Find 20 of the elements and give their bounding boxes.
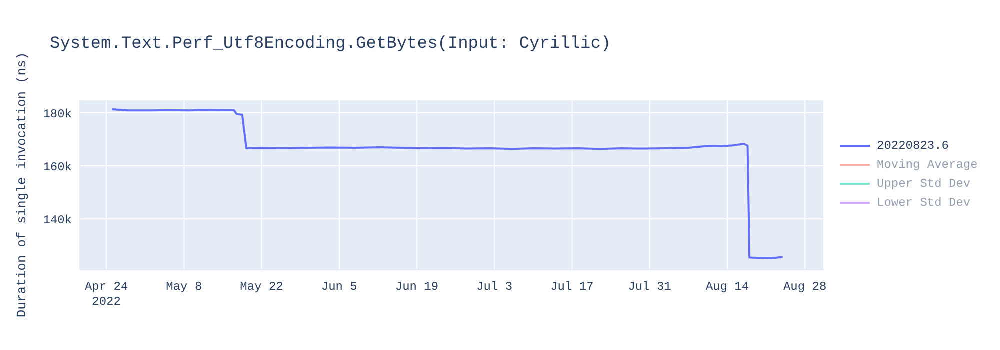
x-tick-label: Aug 14: [706, 280, 750, 294]
x-tick-label: Apr 24 2022: [84, 280, 128, 309]
line-series: [111, 108, 784, 260]
legend-label: 20220823.6: [877, 138, 950, 152]
chart-title: System.Text.Perf_Utf8Encoding.GetBytes(Input: Cyrillic): [50, 35, 612, 54]
x-tick-label: Jun 19: [395, 280, 439, 294]
legend-label: Lower Std Dev: [877, 196, 971, 210]
x-tick-label: Jul 31: [628, 280, 672, 294]
x-tick-label: Jun 5: [321, 280, 358, 294]
x-tick-label: Jul 3: [476, 280, 513, 294]
x-tick-label: Aug 28: [783, 280, 827, 294]
x-tick-label: May 22: [240, 280, 284, 294]
y-tick-label: 140k: [43, 213, 72, 228]
y-axis-title: Duration of single invocation (ns): [14, 52, 30, 318]
x-tick-label: May 8: [166, 280, 202, 294]
legend-label: Moving Average: [877, 158, 978, 172]
x-tick-label: Jul 17: [550, 280, 594, 294]
y-tick-label: 160k: [43, 160, 72, 174]
legend-label: Upper Std Dev: [877, 176, 971, 190]
y-tick-label: 180k: [43, 107, 72, 122]
